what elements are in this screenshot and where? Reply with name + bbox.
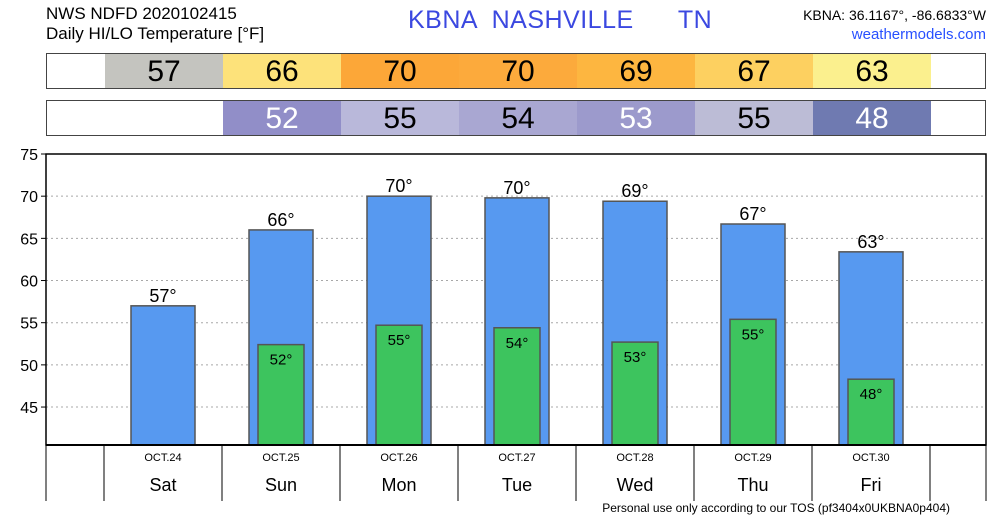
low-temp-label: 55°: [742, 326, 765, 343]
low-temp-cell: [105, 101, 223, 135]
low-temp-cell: 55: [695, 101, 813, 135]
day-label: Tue: [502, 475, 532, 495]
high-temp-label: 69°: [621, 181, 648, 201]
date-label: OCT.29: [734, 452, 771, 464]
day-label: Thu: [737, 475, 768, 495]
low-temperature-strip: 52 55 54 53 55 48: [46, 100, 986, 136]
high-temp-bar: [130, 305, 196, 446]
low-temp-cell: 48: [813, 101, 931, 135]
day-label: Mon: [381, 475, 416, 495]
site-link[interactable]: weathermodels.com: [851, 26, 986, 43]
low-temp-label: 54°: [506, 335, 529, 352]
date-label: OCT.26: [380, 452, 417, 464]
high-temp-cell: 69: [577, 54, 695, 88]
temperature-chart: 45 50 55 60 65 70 75 57° 66° 52° 70° 55° 70° 54° 69° 53…: [20, 147, 987, 501]
low-temp-cell: 53: [577, 101, 695, 135]
low-temp-bar: [375, 324, 423, 446]
high-temp-label: 63°: [857, 232, 884, 252]
y-tick-label: 65: [20, 231, 38, 248]
high-temp-cell: 66: [223, 54, 341, 88]
footer-tos: Personal use only according to our TOS (…: [602, 501, 950, 515]
y-tick-label: 45: [20, 400, 38, 417]
high-temp-cell: 57: [105, 54, 223, 88]
high-temp-label: 57°: [149, 286, 176, 306]
model-run-label: NWS NDFD 2020102415: [46, 4, 237, 23]
low-temp-cell: 54: [459, 101, 577, 135]
y-tick-label: 75: [20, 147, 38, 164]
day-label: Fri: [861, 475, 882, 495]
low-temp-bar: [493, 327, 541, 446]
chart-title: Daily HI/LO Temperature [°F]: [46, 24, 265, 43]
low-temp-label: 55°: [388, 332, 411, 349]
y-tick-label: 70: [20, 189, 38, 206]
date-label: OCT.25: [262, 452, 299, 464]
date-label: OCT.27: [498, 452, 535, 464]
date-label: OCT.28: [616, 452, 653, 464]
station-title: KBNA NASHVILLE TN: [408, 6, 713, 34]
date-label: OCT.24: [144, 452, 181, 464]
low-temp-bar: [729, 318, 777, 446]
low-temp-label: 48°: [860, 386, 883, 403]
low-temp-bar: [847, 378, 895, 446]
high-temp-cell: 67: [695, 54, 813, 88]
y-tick-label: 50: [20, 358, 38, 375]
high-temp-cell: 70: [341, 54, 459, 88]
low-temp-label: 52°: [270, 352, 293, 369]
day-label: Sat: [149, 475, 176, 495]
high-temp-cell: 70: [459, 54, 577, 88]
low-temp-cell: 52: [223, 101, 341, 135]
low-temp-label: 53°: [624, 349, 647, 366]
low-temp-cell: 55: [341, 101, 459, 135]
y-tick-label: 55: [20, 316, 38, 333]
low-temp-bar: [611, 341, 659, 446]
high-temp-label: 67°: [739, 204, 766, 224]
y-tick-label: 60: [20, 274, 38, 291]
high-temp-label: 70°: [385, 176, 412, 196]
day-label: Sun: [265, 475, 297, 495]
station-coordinates: KBNA: 36.1167°, -86.6833°W: [803, 7, 986, 23]
high-temp-label: 66°: [267, 210, 294, 230]
date-label: OCT.30: [852, 452, 889, 464]
high-temp-label: 70°: [503, 178, 530, 198]
chart-header-left: NWS NDFD 2020102415 Daily HI/LO Temperat…: [46, 4, 264, 44]
low-temp-bar: [257, 343, 305, 446]
high-temp-cell: 63: [813, 54, 931, 88]
chart-header-right: KBNA: 36.1167°, -86.6833°W weathermodels…: [803, 6, 986, 44]
high-temperature-strip: 57 66 70 70 69 67 63: [46, 53, 986, 89]
day-label: Wed: [617, 475, 654, 495]
